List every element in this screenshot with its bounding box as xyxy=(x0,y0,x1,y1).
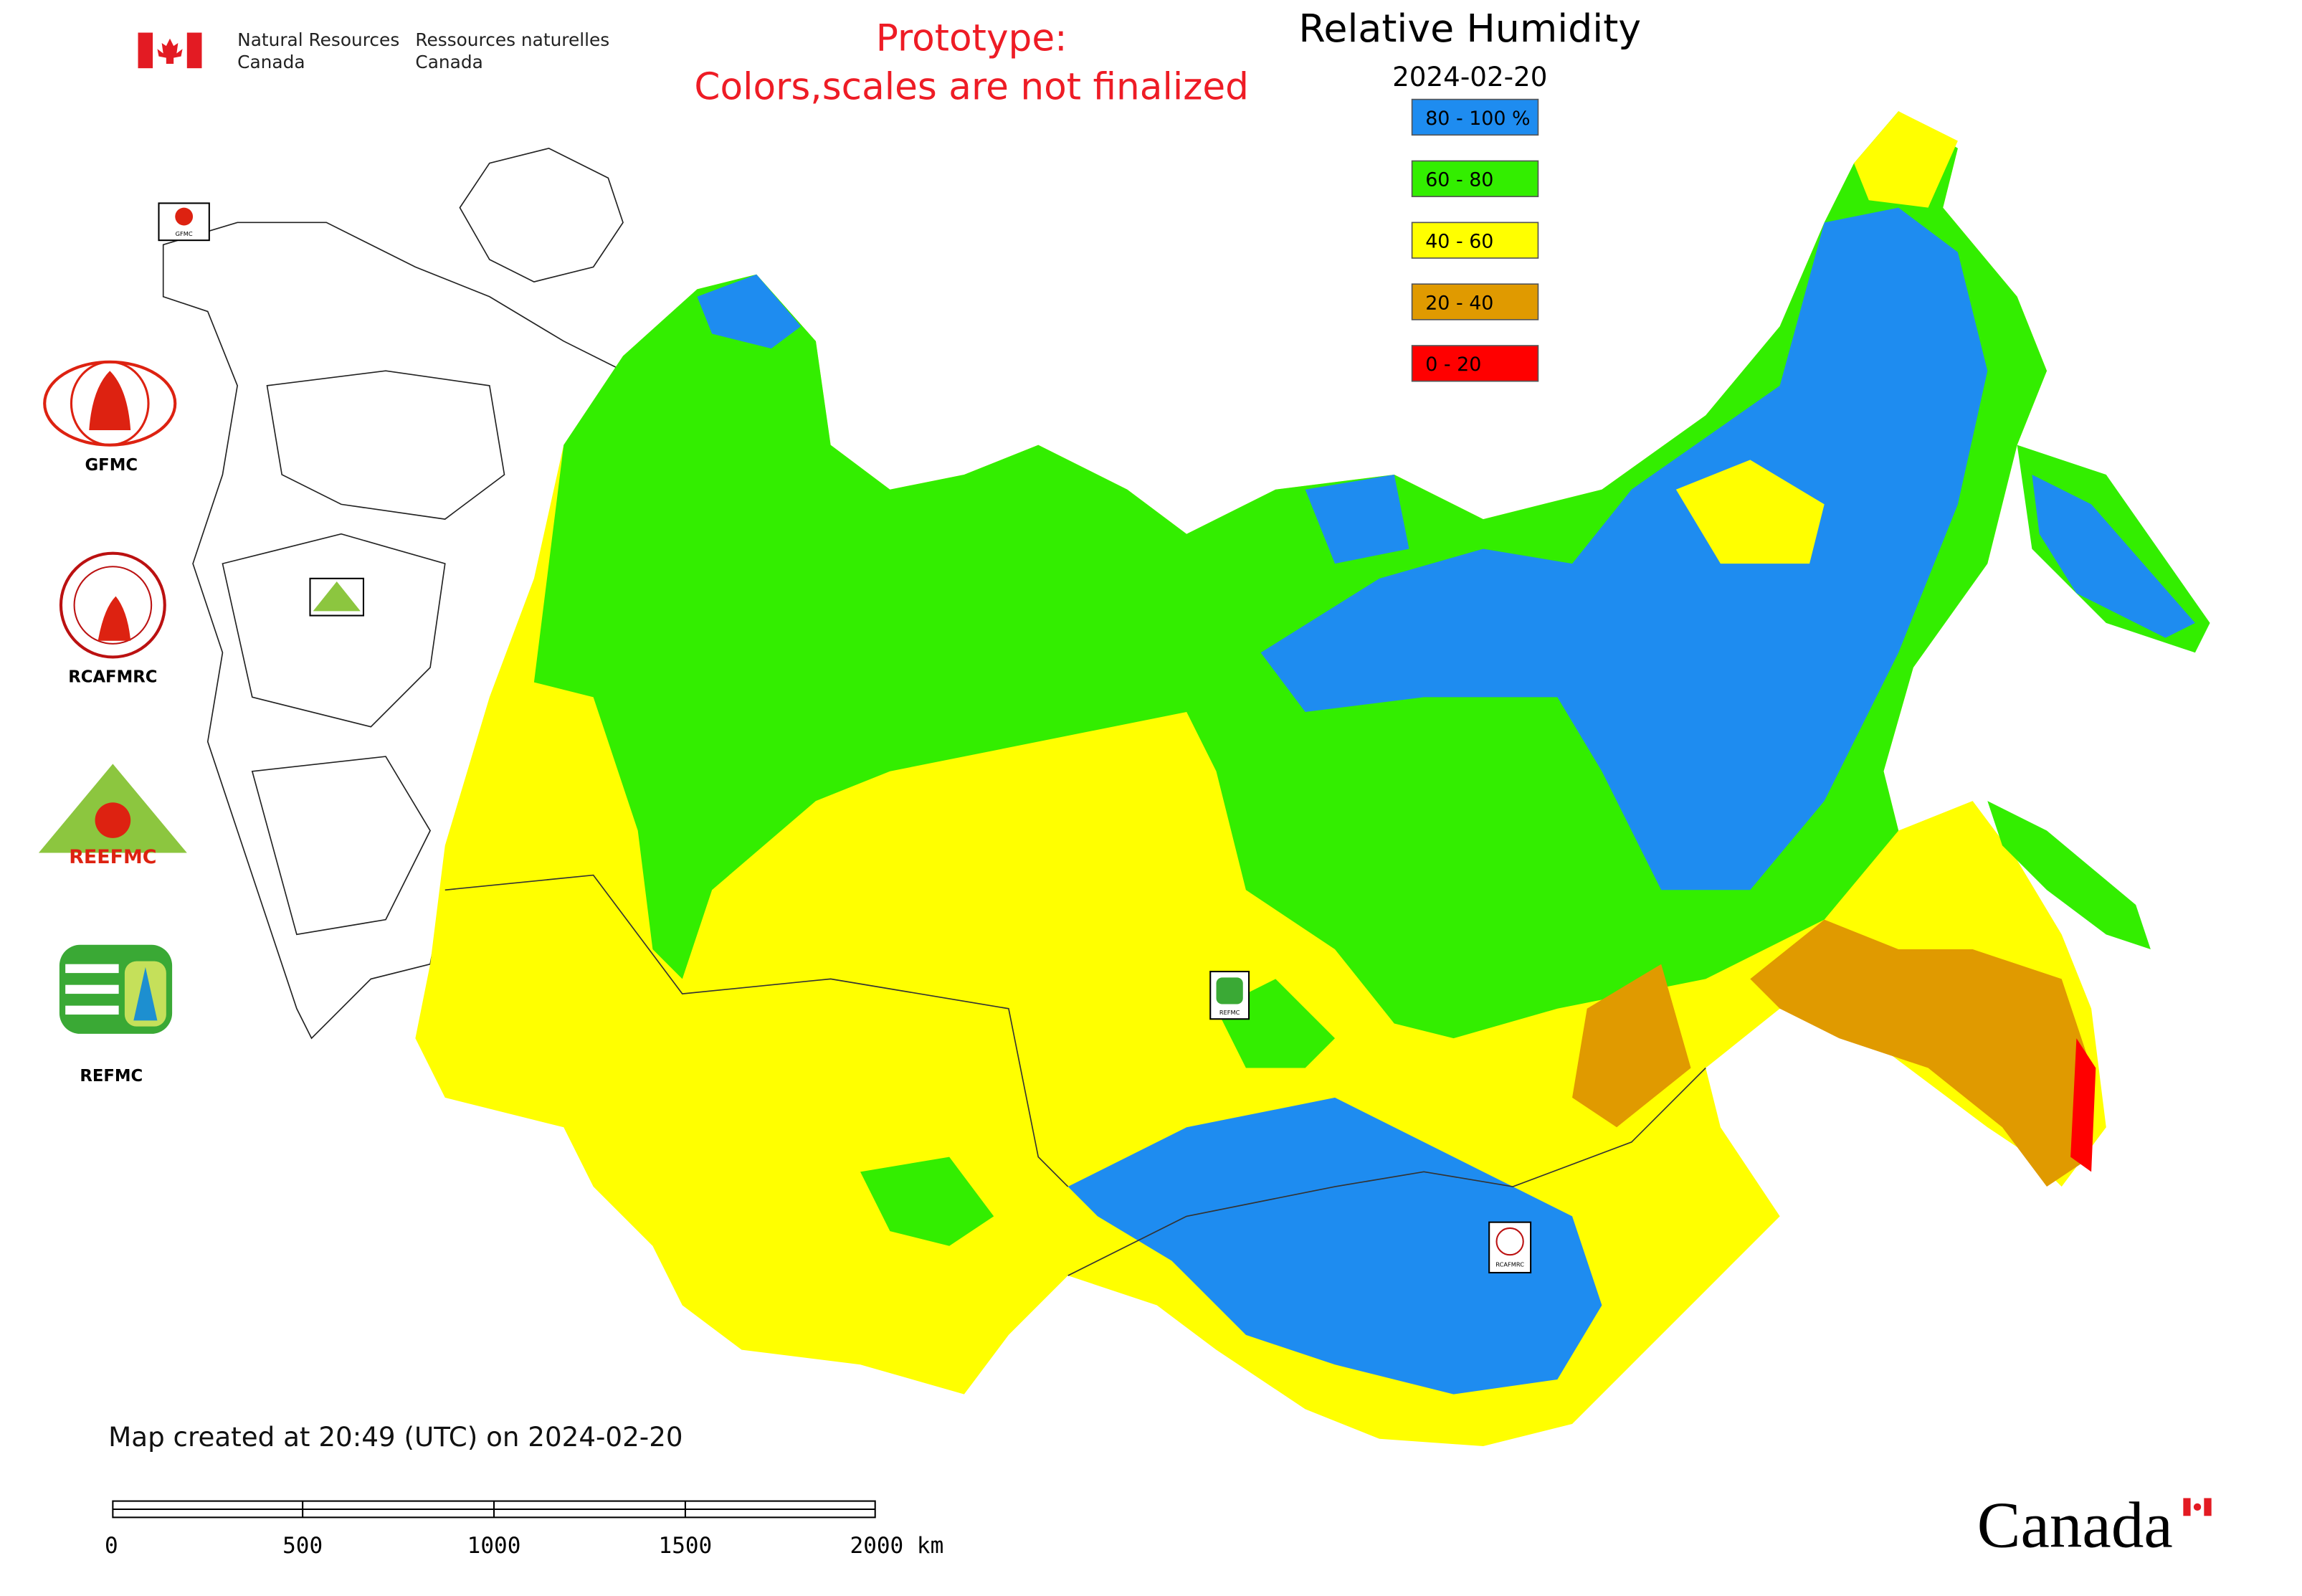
refmc-logo xyxy=(59,944,173,1034)
department-en: Natural Resources xyxy=(237,29,399,50)
legend-label: 60 - 80 xyxy=(1425,169,1493,191)
prototype-notice: Colors,scales are not finalized xyxy=(694,66,1249,109)
canada-flag xyxy=(138,32,202,69)
reefmc-logo xyxy=(38,764,187,853)
humidity-zone xyxy=(1675,460,1825,564)
legend-label: 80 - 100 % xyxy=(1425,108,1530,130)
department-fr: Canada xyxy=(415,52,482,72)
scale-label: 1000 xyxy=(467,1533,521,1559)
rcafmrc-logo xyxy=(59,551,166,659)
humidity-zone xyxy=(2032,475,2195,638)
map-title: Relative Humidity xyxy=(1298,6,1641,51)
department-en: Canada xyxy=(237,52,305,72)
legend-label: 40 - 60 xyxy=(1425,230,1493,252)
humidity-zone xyxy=(1750,919,2092,1187)
marker-label: REFMC xyxy=(1219,1009,1240,1016)
legend-swatch xyxy=(1411,160,1539,197)
logo-label: GFMC xyxy=(85,456,138,475)
legend-label: 20 - 40 xyxy=(1425,292,1493,314)
legend: 80 - 100 % 60 - 80 40 - 60 20 - 40 0 - 20 xyxy=(1411,98,1539,382)
station-markers: GFMC REFMC RCAFMRC xyxy=(158,202,1532,1274)
humidity-zone xyxy=(1987,801,2151,950)
legend-swatch xyxy=(1411,98,1539,136)
legend-swatch xyxy=(1411,345,1539,382)
logo-label: RCAFMRC xyxy=(68,668,157,687)
europe-outline xyxy=(162,148,624,1040)
scale-label: 1500 xyxy=(659,1533,713,1559)
humidity-zone xyxy=(1305,475,1409,564)
scale-labels: 0 500 1000 1500 2000 km xyxy=(105,1533,943,1559)
scale-label: 500 xyxy=(282,1533,323,1559)
legend-swatch xyxy=(1411,283,1539,320)
map-created-note: Map created at 20:49 (UTC) on 2024-02-20 xyxy=(108,1421,682,1453)
scale-bar xyxy=(112,1500,876,1519)
marker-label: RCAFMRC xyxy=(1495,1261,1524,1268)
scale-label: 2000 km xyxy=(850,1533,944,1559)
humidity-zone xyxy=(860,1156,994,1246)
department-fr: Ressources naturelles xyxy=(415,29,609,50)
gfmc-logo xyxy=(43,360,177,447)
humidity-zone xyxy=(1854,111,1958,208)
map-date: 2024-02-20 xyxy=(1392,61,1547,92)
legend-swatch xyxy=(1411,222,1539,259)
logo-label: REEFMC xyxy=(69,846,156,868)
humidity-zone xyxy=(1572,964,1691,1128)
humidity-zone xyxy=(697,274,802,349)
logo-label: REFMC xyxy=(80,1067,143,1086)
prototype-notice: Prototype: xyxy=(876,16,1067,60)
humidity-layer xyxy=(415,111,2210,1447)
border-line xyxy=(444,874,1706,1276)
humidity-zone xyxy=(1260,207,1988,890)
humidity-zone xyxy=(1067,1097,1602,1395)
wordmark-flag xyxy=(2183,1498,2212,1516)
scale-label: 0 xyxy=(105,1533,118,1559)
humidity-zone xyxy=(2070,1038,2096,1172)
legend-label: 0 - 20 xyxy=(1425,353,1481,376)
marker-label: GFMC xyxy=(176,230,193,237)
canada-wordmark: Canada xyxy=(1977,1489,2173,1562)
